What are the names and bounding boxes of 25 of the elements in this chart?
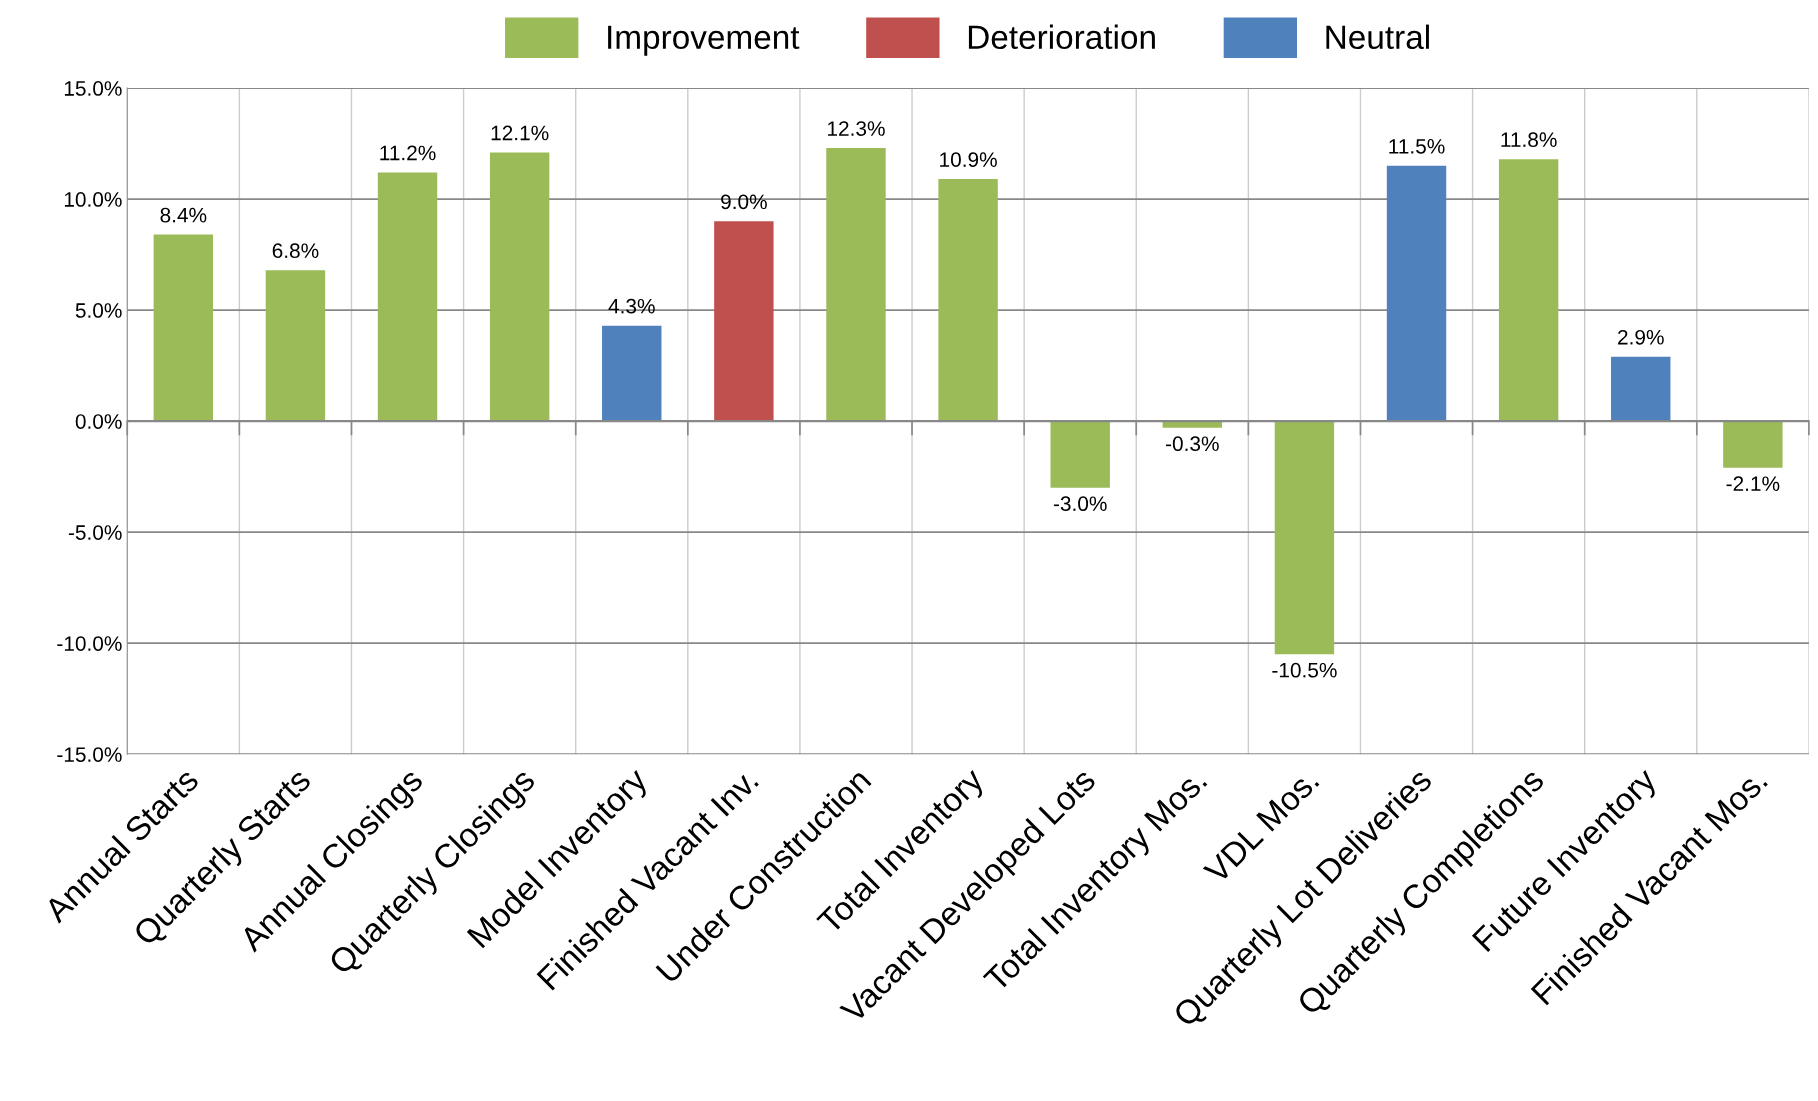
data-label: -3.0% [1053, 496, 1107, 512]
data-label: 9.0% [721, 194, 767, 210]
data-label: -0.3% [1166, 436, 1219, 452]
data-label: 2.9% [1618, 329, 1664, 345]
data-label: 12.1% [491, 125, 549, 141]
legend-label: Improvement [608, 25, 800, 56]
y-tick-label: 5.0% [75, 303, 122, 318]
legend-label: Deterioration [968, 24, 1155, 50]
data-label: 8.4% [160, 207, 207, 223]
legend-label: Neutral [1326, 24, 1429, 50]
data-label: -2.1% [1726, 476, 1780, 491]
y-tick-label: 0.0% [75, 414, 122, 429]
y-tick-label: -15.0% [57, 747, 122, 762]
data-label: 11.2% [380, 145, 436, 161]
data-label: 10.9% [940, 152, 997, 167]
y-tick-label: 15.0% [64, 81, 122, 96]
data-label: 6.8% [272, 243, 319, 259]
y-tick-label: 10.0% [64, 192, 122, 207]
y-tick-label: -10.0% [57, 636, 122, 651]
data-label: 4.3% [608, 298, 655, 314]
data-label: 12.3% [828, 121, 885, 136]
data-label: 11.8% [1501, 132, 1557, 148]
data-label: 11.5% [1389, 139, 1445, 154]
y-tick-label: -5.0% [68, 525, 122, 540]
data-label: -10.5% [1272, 662, 1337, 678]
